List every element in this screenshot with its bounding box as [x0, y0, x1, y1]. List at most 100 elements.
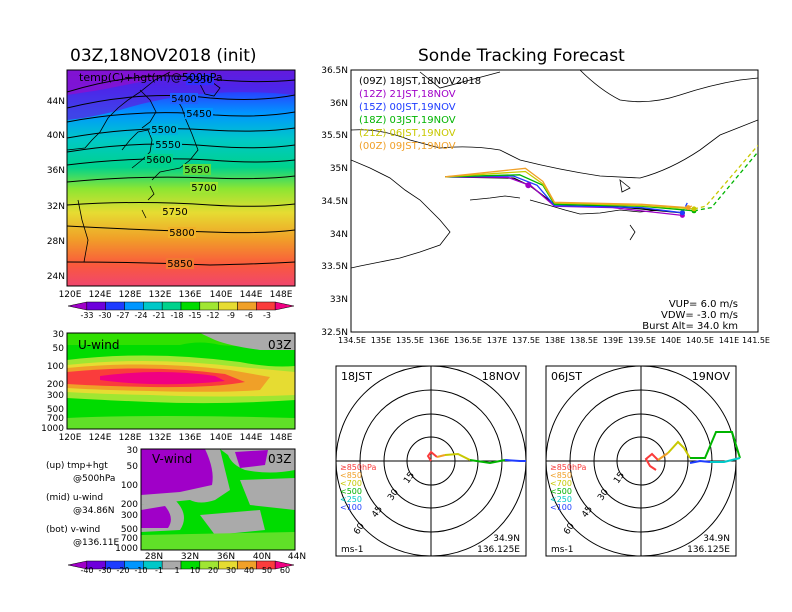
lon-tick: 140E: [661, 336, 681, 345]
colorbar-label: 30: [226, 566, 236, 575]
hodo-lat: 34.9N: [703, 534, 730, 544]
map-lat-ticks: 44N 40N 36N 32N 28N 24N: [47, 97, 65, 282]
p-tick: 1000: [41, 424, 64, 434]
lon-tick: 148E: [270, 290, 293, 300]
uwind-lon-ticks: 120E 124E 128E 132E 136E 140E 144E 148E: [59, 433, 293, 443]
track-landing-point: [679, 210, 685, 216]
colorbar-label: -15: [188, 311, 201, 320]
hodo-date: 18NOV: [482, 370, 521, 383]
lon-tick: 138.5E: [570, 336, 598, 345]
p-tick: 500: [121, 525, 138, 535]
colorbar-label: 50: [262, 566, 272, 575]
colorbar-segment: [124, 301, 144, 311]
uwind-p-ticks: 30 50 100 200 300 500 700 1000: [41, 330, 64, 434]
lat-tick: 24N: [47, 272, 65, 282]
lon-tick: 137.5E: [512, 336, 540, 345]
lon-tick: 128E: [119, 290, 142, 300]
colorbar-label: -6: [245, 311, 253, 320]
colorbar-label: -30: [98, 566, 111, 575]
p-tick: 1000: [115, 544, 138, 554]
hodo-left-footer: 34.9N 136.125E ms-1: [341, 534, 520, 555]
colorbar-label: -20: [116, 566, 129, 575]
hodo-lon: 136.125E: [477, 545, 520, 555]
lon-tick: 135.5E: [396, 336, 424, 345]
level-label: <500: [550, 487, 572, 496]
panel-legend: (up) tmp+hgt @500hPa (mid) u-wind @34.86…: [46, 461, 119, 548]
map-lon-ticks: 120E 124E 128E 132E 136E 140E 144E 148E: [59, 290, 293, 300]
track-legend-item: (09Z) 18JST,18NOV2018: [359, 76, 481, 87]
lon-tick: 141E: [719, 336, 739, 345]
colorbar-segment: [105, 301, 125, 311]
p-tick: 500: [47, 405, 64, 415]
level-label: <100: [340, 503, 362, 512]
ring-label: 30: [386, 487, 401, 502]
colorbar-label: -33: [80, 311, 93, 320]
contour-label: 5700: [191, 183, 216, 194]
colorbar-label: -12: [206, 311, 219, 320]
lat-tick: 40N: [47, 131, 65, 141]
lat-tick: 32N: [181, 552, 199, 562]
lon-tick: 138E: [545, 336, 565, 345]
colorbar-label: -24: [134, 311, 147, 320]
ring-label: 60: [352, 521, 367, 536]
ring-label: 60: [562, 521, 577, 536]
lat-tick: 36N: [217, 552, 235, 562]
lat-tick: 34.5N: [321, 197, 348, 207]
p-tick: 50: [53, 344, 65, 354]
uwind-field: [67, 333, 295, 429]
track-frame: [350, 69, 759, 333]
hodo-lon: 136.125E: [687, 545, 730, 555]
hodo-unit: ms-1: [551, 545, 573, 555]
colorbar-segment: [199, 301, 219, 311]
level-label: <850: [550, 471, 572, 480]
hodograph-left: [335, 365, 527, 557]
lon-tick: 139E: [603, 336, 623, 345]
colorbar-label: -1: [155, 566, 163, 575]
colorbar-label: 10: [190, 566, 200, 575]
colorbar-label: -10: [134, 566, 147, 575]
lat-tick: 40N: [253, 552, 271, 562]
contour-label: 5800: [169, 228, 194, 239]
track-legend-item: (00Z) 09JST,19NOV: [359, 141, 456, 152]
colorbar-label: -3: [263, 311, 271, 320]
hodograph-right: [545, 365, 741, 557]
vwind-lat-ticks: 28N 32N 36N 40N 44N: [145, 552, 306, 562]
temp-colorbar-labels: -33 -30 -27 -24 -21 -18 -15 -12 -9 -6 -3: [80, 311, 271, 320]
level-label: ≥850hPa: [340, 463, 377, 472]
hodo-lat: 34.9N: [493, 534, 520, 544]
vwind-field: [141, 449, 295, 550]
lat-tick: 33.5N: [321, 262, 348, 272]
colorbar-segment: [67, 301, 88, 311]
lat-tick: 35N: [330, 164, 348, 174]
track-series-line: [445, 176, 683, 217]
hodo-left-levels: ≥850hPa <850 <700 <500 <250 <100: [340, 463, 377, 512]
lon-tick: 136E: [179, 290, 202, 300]
lon-tick: 144E: [240, 290, 263, 300]
track-series-extension: [693, 151, 758, 212]
track-params: VUP= 6.0 m/s VDW= -3.0 m/s Burst Alt= 34…: [642, 299, 738, 332]
contour-label: 5400: [171, 94, 196, 105]
hodo-unit: ms-1: [341, 545, 363, 555]
p-tick: 200: [47, 380, 64, 390]
lon-tick: 148E: [270, 433, 293, 443]
hodo-right-labels: 06JST 19NOV: [551, 370, 730, 383]
colorbar-label: 20: [208, 566, 218, 575]
vwind-time: 03Z: [268, 452, 292, 466]
contour-label: 5450: [186, 109, 211, 120]
track-map: [351, 70, 758, 269]
track-series-line: [445, 175, 683, 214]
lon-tick: 132E: [149, 433, 172, 443]
lon-tick: 120E: [59, 290, 82, 300]
track-series-line: [445, 174, 695, 212]
lon-tick: 137E: [487, 336, 507, 345]
contour-label: 5350: [187, 75, 212, 86]
lon-tick: 141.5E: [742, 336, 770, 345]
colorbar-label: 1: [174, 566, 179, 575]
ring-label: 15: [612, 471, 627, 486]
lat-tick: 32N: [47, 202, 65, 212]
track-burst-point: [525, 182, 532, 189]
colorbar-segment: [180, 301, 201, 311]
p-tick: 50: [127, 462, 139, 472]
contour-label-group: 5350 5400 5450 5500 5550 5600 5650 5700 …: [145, 74, 218, 270]
level-label: <250: [340, 495, 362, 504]
